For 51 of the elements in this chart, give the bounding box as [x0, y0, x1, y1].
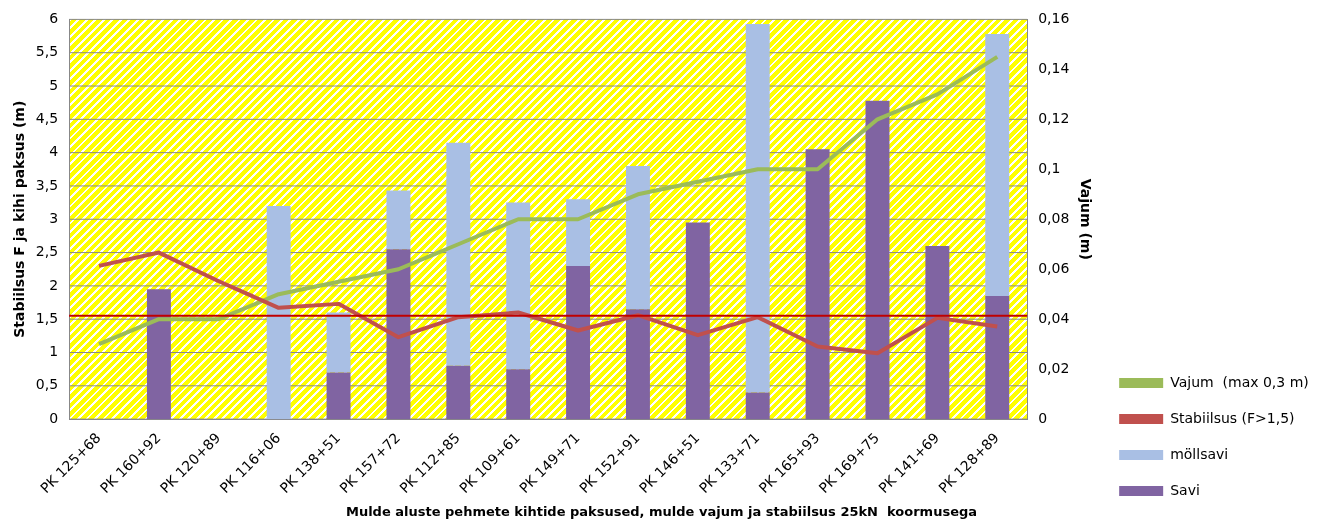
bar [266, 205, 291, 420]
y-tick-label: 3,5 [35, 176, 59, 193]
y-tick-label: 0 [49, 409, 59, 426]
bar [386, 249, 411, 420]
bar [685, 222, 710, 420]
bar [985, 295, 1010, 420]
bar [446, 142, 471, 366]
bar [146, 289, 171, 420]
y-tick-label: 5,5 [35, 43, 59, 60]
legend-label: Vajum (max 0,3 m) [1170, 373, 1309, 390]
y-tick-label: 0,5 [35, 376, 59, 393]
y-tick-label: 5 [49, 76, 59, 93]
bar [745, 392, 770, 420]
bar [865, 100, 890, 420]
bar [386, 190, 411, 250]
y-tick-label: 4,5 [35, 109, 59, 126]
y2-axis-title: Vajum (m) [1078, 178, 1095, 260]
y2-tick-label: 0,04 [1038, 309, 1070, 326]
y2-tick-label: 0,08 [1038, 209, 1070, 226]
bar [326, 372, 351, 420]
y-axis-title: Stabiilsus F ja kihi paksus (m) [11, 100, 28, 338]
y2-tick-label: 0 [1038, 409, 1048, 426]
legend-label: Stabiilsus (F>1,5) [1170, 409, 1295, 426]
y-tick-label: 1 [49, 343, 59, 360]
y2-tick-label: 0,12 [1038, 109, 1070, 126]
y2-tick-label: 0,06 [1038, 259, 1070, 276]
y-tick-label: 6 [49, 10, 59, 27]
y2-tick-label: 0,14 [1038, 60, 1070, 77]
legend-label: möllsavi [1170, 445, 1229, 462]
y-tick-label: 4 [49, 143, 59, 160]
bar [925, 245, 950, 420]
bar [805, 149, 830, 420]
bar [745, 24, 770, 393]
y-tick-label: 2 [49, 276, 59, 293]
text: Mulde aluste pehmete kihtide paksused, mulde vajum ja stabiilsus 25kN koormusega [345, 503, 978, 519]
bar [625, 309, 650, 420]
y-tick-label: 2,5 [35, 243, 59, 260]
bar [506, 369, 531, 420]
legend-label: Savi [1170, 481, 1200, 498]
y2-tick-label: 0,1 [1038, 159, 1061, 176]
y-tick-label: 3 [49, 209, 59, 226]
bar [326, 312, 351, 373]
bar [446, 365, 471, 420]
bar [566, 199, 591, 266]
y2-tick-label: 0,16 [1038, 10, 1070, 27]
y-tick-label: 1,5 [35, 309, 59, 326]
bar [566, 265, 591, 420]
bar [506, 202, 531, 370]
bar [625, 165, 650, 310]
y2-tick-label: 0,02 [1038, 359, 1070, 376]
bar [985, 34, 1010, 296]
